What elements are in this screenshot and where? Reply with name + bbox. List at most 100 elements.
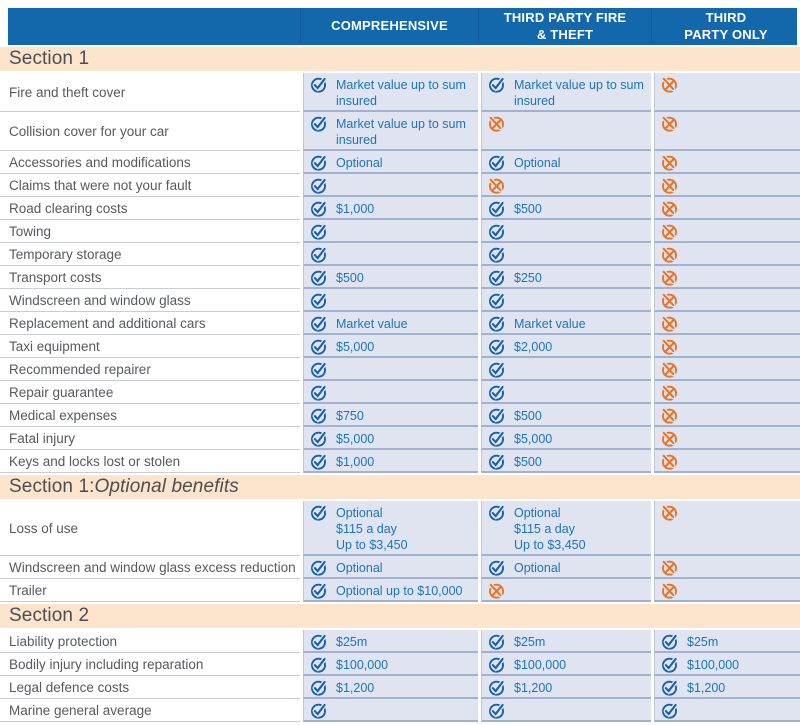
check-icon bbox=[310, 223, 327, 240]
cell-value: $1,000 bbox=[336, 202, 375, 216]
cross-icon bbox=[661, 76, 678, 93]
value-cell bbox=[654, 73, 800, 112]
header-cell-comprehensive: COMPREHENSIVE bbox=[300, 8, 478, 45]
value-cell: Optional bbox=[481, 151, 651, 174]
section-header: Section 1: Optional benefits bbox=[0, 475, 800, 499]
table-row: Taxi equipment $5,000 $2,000 bbox=[0, 335, 800, 358]
value-cell: $5,000 bbox=[303, 335, 478, 358]
table-row: Loss of use Optional $115 a day Up to $3,… bbox=[0, 501, 800, 556]
cross-icon bbox=[661, 504, 678, 521]
cell-value: $100,000 bbox=[687, 658, 740, 672]
check-icon bbox=[310, 407, 327, 424]
value-cell bbox=[481, 289, 651, 312]
table-row: Legal defence costs $1,200 $1,200 $1,200 bbox=[0, 676, 800, 699]
check-icon bbox=[310, 292, 327, 309]
check-icon bbox=[310, 656, 327, 673]
value-cell: $500 bbox=[303, 266, 478, 289]
cross-icon bbox=[661, 453, 678, 470]
row-label: Keys and locks lost or stolen bbox=[0, 450, 300, 473]
cross-icon bbox=[661, 292, 678, 309]
row-label: Trailer bbox=[0, 579, 300, 602]
check-icon bbox=[310, 430, 327, 447]
section-title: Section 1 bbox=[9, 48, 90, 69]
value-cell bbox=[481, 579, 651, 602]
table-row: Replacement and additional cars Market va… bbox=[0, 312, 800, 335]
row-label: Repair guarantee bbox=[0, 381, 300, 404]
value-cell: $750 bbox=[303, 404, 478, 427]
check-icon bbox=[661, 656, 678, 673]
cell-value: Optional bbox=[336, 561, 383, 575]
check-icon bbox=[488, 407, 505, 424]
check-icon bbox=[310, 154, 327, 171]
value-cell bbox=[654, 381, 800, 404]
row-label: Accessories and modifications bbox=[0, 151, 300, 174]
check-icon bbox=[310, 453, 327, 470]
cell-value: $5,000 bbox=[514, 432, 553, 446]
value-cell: $250 bbox=[481, 266, 651, 289]
cross-icon bbox=[661, 338, 678, 355]
cell-value: Market value up to sum insured bbox=[336, 78, 466, 108]
table-row: Bodily injury including reparation $100,0… bbox=[0, 653, 800, 676]
value-cell bbox=[481, 174, 651, 197]
cross-icon bbox=[488, 177, 505, 194]
check-icon bbox=[488, 154, 505, 171]
cell-value: Optional up to $10,000 bbox=[336, 584, 463, 598]
value-cell: Optional bbox=[303, 151, 478, 174]
check-icon bbox=[488, 702, 505, 719]
row-label: Windscreen and window glass bbox=[0, 289, 300, 312]
value-cell: $5,000 bbox=[481, 427, 651, 450]
check-icon bbox=[488, 315, 505, 332]
value-cell: $1,000 bbox=[303, 197, 478, 220]
check-icon bbox=[310, 504, 327, 521]
cell-value: $250 bbox=[514, 271, 542, 285]
row-label: Replacement and additional cars bbox=[0, 312, 300, 335]
check-icon bbox=[310, 177, 327, 194]
cell-value: Market value bbox=[514, 317, 586, 331]
value-cell: Market value up to sum insured bbox=[303, 112, 478, 151]
check-icon bbox=[310, 338, 327, 355]
cell-value: $25m bbox=[687, 635, 719, 649]
cross-icon bbox=[661, 407, 678, 424]
row-label: Fire and theft cover bbox=[0, 73, 300, 112]
value-cell bbox=[303, 699, 478, 722]
cell-value: $1,200 bbox=[514, 681, 553, 695]
table-row: Road clearing costs $1,000 $500 bbox=[0, 197, 800, 220]
row-label: Towing bbox=[0, 220, 300, 243]
value-cell bbox=[481, 381, 651, 404]
cell-value: $1,200 bbox=[336, 681, 375, 695]
row-label: Fatal injury bbox=[0, 427, 300, 450]
check-icon bbox=[488, 679, 505, 696]
check-icon bbox=[310, 246, 327, 263]
value-cell bbox=[654, 579, 800, 602]
value-cell: $500 bbox=[481, 197, 651, 220]
cell-value: Optional bbox=[336, 156, 383, 170]
section-header: Section 2 bbox=[0, 604, 800, 628]
value-cell: $5,000 bbox=[303, 427, 478, 450]
cell-value: Optional bbox=[514, 561, 561, 575]
cross-icon bbox=[488, 115, 505, 132]
check-icon bbox=[310, 115, 327, 132]
cell-value: $25m bbox=[514, 635, 546, 649]
value-cell bbox=[303, 289, 478, 312]
value-cell bbox=[654, 289, 800, 312]
value-cell bbox=[654, 151, 800, 174]
row-label: Road clearing costs bbox=[0, 197, 300, 220]
value-cell bbox=[481, 220, 651, 243]
value-cell bbox=[303, 358, 478, 381]
cell-value: $5,000 bbox=[336, 340, 375, 354]
check-icon bbox=[488, 453, 505, 470]
table-row: Transport costs $500 $250 bbox=[0, 266, 800, 289]
cross-icon bbox=[661, 384, 678, 401]
value-cell bbox=[481, 243, 651, 266]
check-icon bbox=[310, 559, 327, 576]
table-row: Temporary storage bbox=[0, 243, 800, 266]
check-icon bbox=[310, 361, 327, 378]
value-cell: $1,000 bbox=[303, 450, 478, 473]
check-icon bbox=[310, 315, 327, 332]
cross-icon bbox=[661, 361, 678, 378]
table-row: Towing bbox=[0, 220, 800, 243]
value-cell bbox=[654, 174, 800, 197]
value-cell: $1,200 bbox=[654, 676, 800, 699]
table-row: Liability protection $25m $25m $25m bbox=[0, 630, 800, 653]
cell-value: Market value up to sum insured bbox=[514, 78, 644, 108]
